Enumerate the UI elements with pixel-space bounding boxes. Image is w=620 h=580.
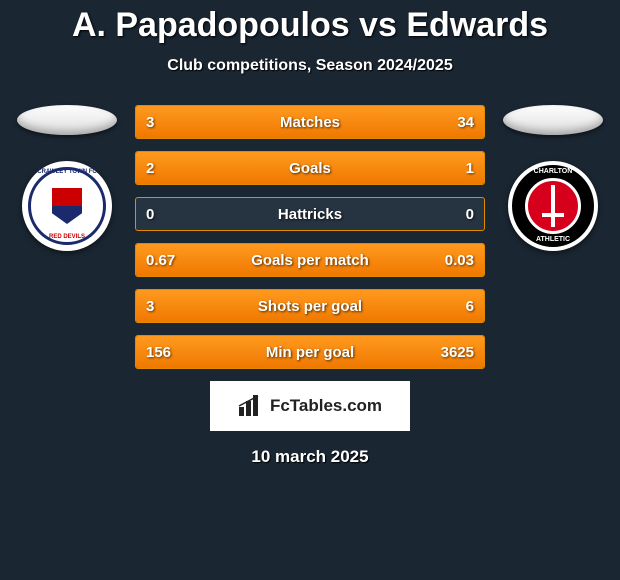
stat-bar: 00Hattricks <box>135 197 485 231</box>
sword-icon <box>551 185 555 227</box>
left-side: CRAWLEY TOWN FC RED DEVILS <box>17 105 117 251</box>
comparison-date: 10 march 2025 <box>0 447 620 467</box>
content-row: CRAWLEY TOWN FC RED DEVILS 334Matches 21G… <box>0 105 620 369</box>
crest-right-top-text: CHARLTON <box>512 168 594 176</box>
stat-bar: 21Goals <box>135 151 485 185</box>
player-marker-left <box>17 105 117 135</box>
stat-label: Shots per goal <box>136 298 484 315</box>
bars-icon <box>238 395 264 417</box>
crest-right-inner <box>525 178 581 234</box>
stat-bar: 334Matches <box>135 105 485 139</box>
crest-left-inner: CRAWLEY TOWN FC RED DEVILS <box>28 167 106 245</box>
stat-bar: 1563625Min per goal <box>135 335 485 369</box>
shield-icon <box>52 188 82 224</box>
comparison-subtitle: Club competitions, Season 2024/2025 <box>0 57 620 75</box>
stat-bar: 36Shots per goal <box>135 289 485 323</box>
stat-bar: 0.670.03Goals per match <box>135 243 485 277</box>
stats-bars: 334Matches 21Goals 00Hattricks 0.670.03Goal… <box>135 105 485 369</box>
crest-left-top-text: CRAWLEY TOWN FC <box>27 169 107 176</box>
stat-label: Goals per match <box>136 252 484 269</box>
team-crest-left: CRAWLEY TOWN FC RED DEVILS <box>22 161 112 251</box>
right-side: CHARLTON ATHLETIC <box>503 105 603 251</box>
footer-brand-text: FcTables.com <box>270 396 382 416</box>
stat-label: Hattricks <box>136 206 484 223</box>
crest-left-bottom-text: RED DEVILS <box>27 234 107 241</box>
stat-label: Goals <box>136 160 484 177</box>
comparison-title: A. Papadopoulos vs Edwards <box>0 0 620 45</box>
team-crest-right: CHARLTON ATHLETIC <box>508 161 598 251</box>
crest-right-bottom-text: ATHLETIC <box>512 236 594 244</box>
player-marker-right <box>503 105 603 135</box>
footer-brand-box[interactable]: FcTables.com <box>210 381 410 431</box>
stat-label: Min per goal <box>136 344 484 361</box>
stat-label: Matches <box>136 114 484 131</box>
